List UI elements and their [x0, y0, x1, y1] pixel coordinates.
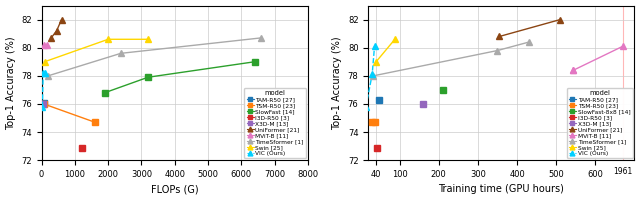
X-axis label: Training time (GPU hours): Training time (GPU hours) [438, 184, 564, 194]
X-axis label: FLOPs (G): FLOPs (G) [151, 184, 198, 194]
Y-axis label: Top-1 Accuracy (%): Top-1 Accuracy (%) [6, 36, 15, 130]
Legend: TAM-R50 [27], TSM-R50 [23], SlowFast-8x8 [14], I3D-R50 [3], X3D-M [13], UniForme: TAM-R50 [27], TSM-R50 [23], SlowFast-8x8… [566, 88, 633, 158]
Legend: TAM-R50 [27], TSM-R50 [23], SlowFast [14], I3D-R50 [3], X3D-M [13], UniFormer [2: TAM-R50 [27], TSM-R50 [23], SlowFast [14… [244, 88, 306, 158]
Y-axis label: Top-1 Accuracy (%): Top-1 Accuracy (%) [332, 36, 342, 130]
Text: 1961: 1961 [613, 167, 632, 176]
